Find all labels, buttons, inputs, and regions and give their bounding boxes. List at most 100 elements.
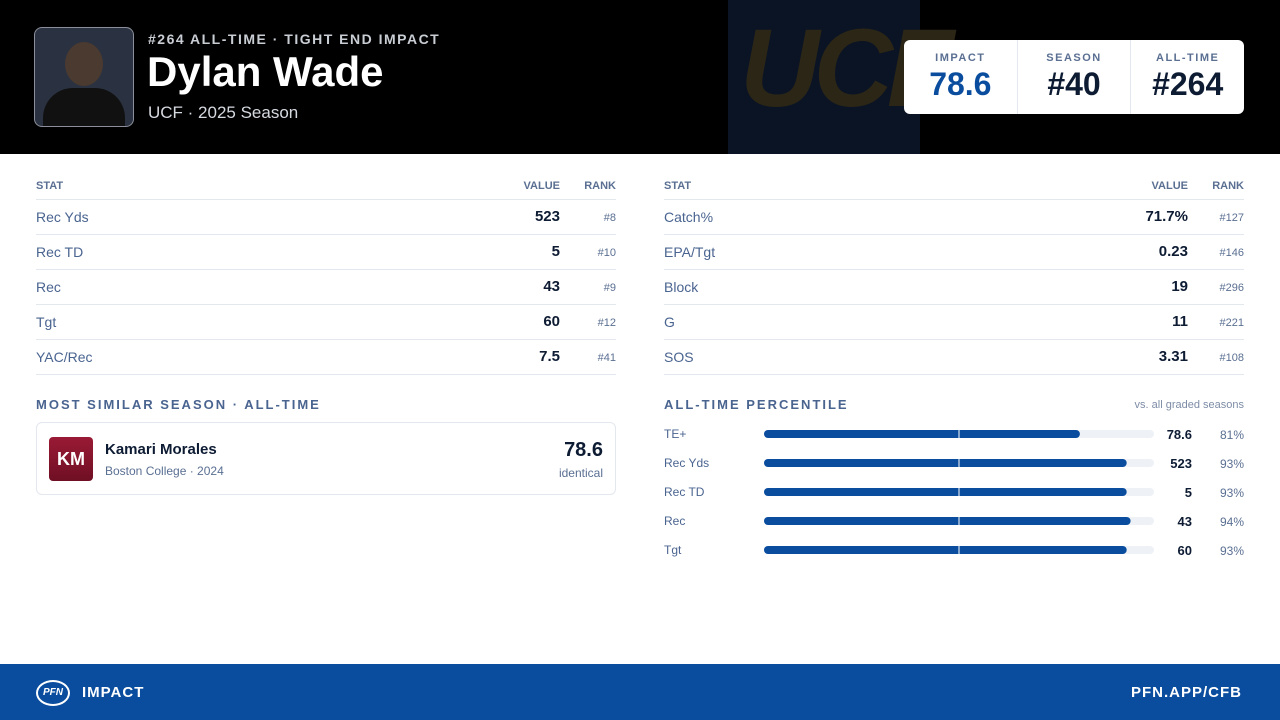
stat-name: EPA/Tgt bbox=[664, 244, 716, 260]
stat-value: 60 bbox=[543, 313, 560, 330]
bar-value: 523 bbox=[1170, 456, 1192, 471]
stat-value: 5 bbox=[551, 243, 560, 260]
bar bbox=[764, 488, 1127, 496]
similar-card: KM Kamari Morales Boston College · 2024 … bbox=[36, 422, 616, 495]
header: UCF #264 ALL-TIME · TIGHT END IMPACT Dyl… bbox=[0, 0, 1280, 154]
stat-name: YAC/Rec bbox=[36, 349, 93, 365]
stat-name: Block bbox=[664, 279, 699, 295]
column-header: RANK bbox=[584, 180, 616, 192]
badge: IMPACT 78.6 bbox=[904, 40, 1017, 114]
row-divider bbox=[36, 199, 616, 200]
bar bbox=[764, 517, 1131, 525]
stat-rank: #12 bbox=[597, 317, 616, 329]
stat-value: 11 bbox=[1172, 313, 1188, 330]
photo-head bbox=[65, 42, 103, 86]
row-divider bbox=[664, 339, 1244, 340]
bar-value: 60 bbox=[1178, 543, 1192, 558]
stat-value: 71.7% bbox=[1145, 208, 1188, 225]
stat-rank: #8 bbox=[603, 212, 616, 224]
section-title: ALL-TIME PERCENTILE bbox=[664, 397, 849, 412]
footer-url: PFN.APP/CFB bbox=[1130, 684, 1242, 701]
row-divider bbox=[36, 374, 616, 375]
row-divider bbox=[664, 269, 1244, 270]
bar-percentile: 93% bbox=[1220, 486, 1244, 500]
stat-value: 523 bbox=[534, 208, 560, 225]
column-header: STAT bbox=[36, 180, 64, 192]
stat-rank: #108 bbox=[1219, 352, 1244, 364]
logo-panel bbox=[728, 0, 920, 154]
stat-rank: #221 bbox=[1219, 317, 1244, 329]
stat-rank: #9 bbox=[603, 282, 616, 294]
footer-brand: IMPACT bbox=[82, 684, 145, 701]
stat-rank: #10 bbox=[597, 247, 616, 259]
badge-box: IMPACT 78.6 SEASON #40 ALL-TIME #264 bbox=[904, 40, 1244, 114]
stat-name: Rec Yds bbox=[36, 209, 89, 225]
bar-label: Rec bbox=[664, 514, 685, 528]
badge-value: #40 bbox=[1047, 66, 1101, 102]
team-badge: KM bbox=[49, 437, 93, 481]
bar-value: 43 bbox=[1178, 514, 1192, 529]
bar bbox=[764, 459, 1127, 467]
footer: PFN IMPACT PFN.APP/CFB bbox=[0, 664, 1280, 720]
column-header: STAT bbox=[664, 180, 692, 192]
bar-label: Tgt bbox=[664, 543, 682, 557]
row-divider bbox=[664, 374, 1244, 375]
section-title: MOST SIMILAR SEASON · ALL-TIME bbox=[36, 397, 321, 412]
bar-value: 78.6 bbox=[1167, 427, 1192, 442]
column-header: VALUE bbox=[523, 180, 560, 192]
bar-value: 5 bbox=[1185, 485, 1192, 500]
stat-rank: #41 bbox=[597, 352, 616, 364]
stat-rank: #296 bbox=[1219, 282, 1244, 294]
stat-value: 43 bbox=[543, 278, 560, 295]
row-divider bbox=[664, 234, 1244, 235]
stat-name: Rec bbox=[36, 279, 61, 295]
player-subtitle: UCF · 2025 Season bbox=[148, 103, 299, 122]
photo-body bbox=[43, 88, 125, 126]
percentile-chart: TE+ 78.6 81% Rec Yds 523 93% Rec TD 5 93% Rec 43 94… bbox=[664, 427, 1244, 558]
stat-value: 19 bbox=[1171, 278, 1188, 295]
badge: ALL-TIME #264 bbox=[1130, 40, 1244, 114]
row-divider bbox=[36, 234, 616, 235]
section-note: vs. all graded seasons bbox=[1134, 399, 1244, 411]
stat-rank: #127 bbox=[1219, 212, 1244, 224]
bar-percentile: 94% bbox=[1220, 515, 1244, 529]
stat-name: G bbox=[664, 314, 675, 330]
kicker: #264 ALL-TIME · TIGHT END IMPACT bbox=[148, 31, 441, 47]
badge: SEASON #40 bbox=[1016, 40, 1131, 114]
column-header: VALUE bbox=[1151, 180, 1188, 192]
badge-label: ALL-TIME bbox=[1156, 52, 1220, 64]
badge-value: 78.6 bbox=[929, 66, 992, 102]
stat-name: Rec TD bbox=[36, 244, 84, 260]
bar-percentile: 93% bbox=[1220, 544, 1244, 558]
footer-logo: PFN bbox=[36, 680, 70, 706]
stat-rank: #146 bbox=[1219, 247, 1244, 259]
row-divider bbox=[36, 339, 616, 340]
bar-label: Rec TD bbox=[664, 485, 705, 499]
bar-percentile: 81% bbox=[1220, 428, 1244, 442]
row-divider bbox=[664, 199, 1244, 200]
bar-label: TE+ bbox=[664, 427, 686, 441]
bar-percentile: 93% bbox=[1220, 457, 1244, 471]
similar-score: 78.6 bbox=[564, 439, 603, 461]
bar bbox=[764, 430, 1080, 438]
bar-label: Rec Yds bbox=[664, 456, 709, 470]
row-divider bbox=[664, 304, 1244, 305]
badge-label: IMPACT bbox=[935, 52, 986, 64]
stat-name: Tgt bbox=[36, 314, 57, 330]
column-header: RANK bbox=[1212, 180, 1244, 192]
stat-value: 3.31 bbox=[1158, 348, 1188, 365]
similar-detail: Boston College · 2024 bbox=[105, 464, 224, 478]
similar-name: Kamari Morales bbox=[105, 441, 217, 458]
badge-label: SEASON bbox=[1046, 52, 1102, 64]
bar bbox=[764, 546, 1127, 554]
stat-name: SOS bbox=[664, 349, 694, 365]
similar-note: identical bbox=[558, 466, 603, 480]
badge-value: #264 bbox=[1152, 66, 1224, 102]
stat-name: Catch% bbox=[664, 209, 714, 225]
stat-value: 0.23 bbox=[1158, 243, 1188, 260]
player-name: Dylan Wade bbox=[147, 48, 384, 95]
stat-value: 7.5 bbox=[539, 348, 560, 365]
player-photo bbox=[34, 27, 134, 127]
